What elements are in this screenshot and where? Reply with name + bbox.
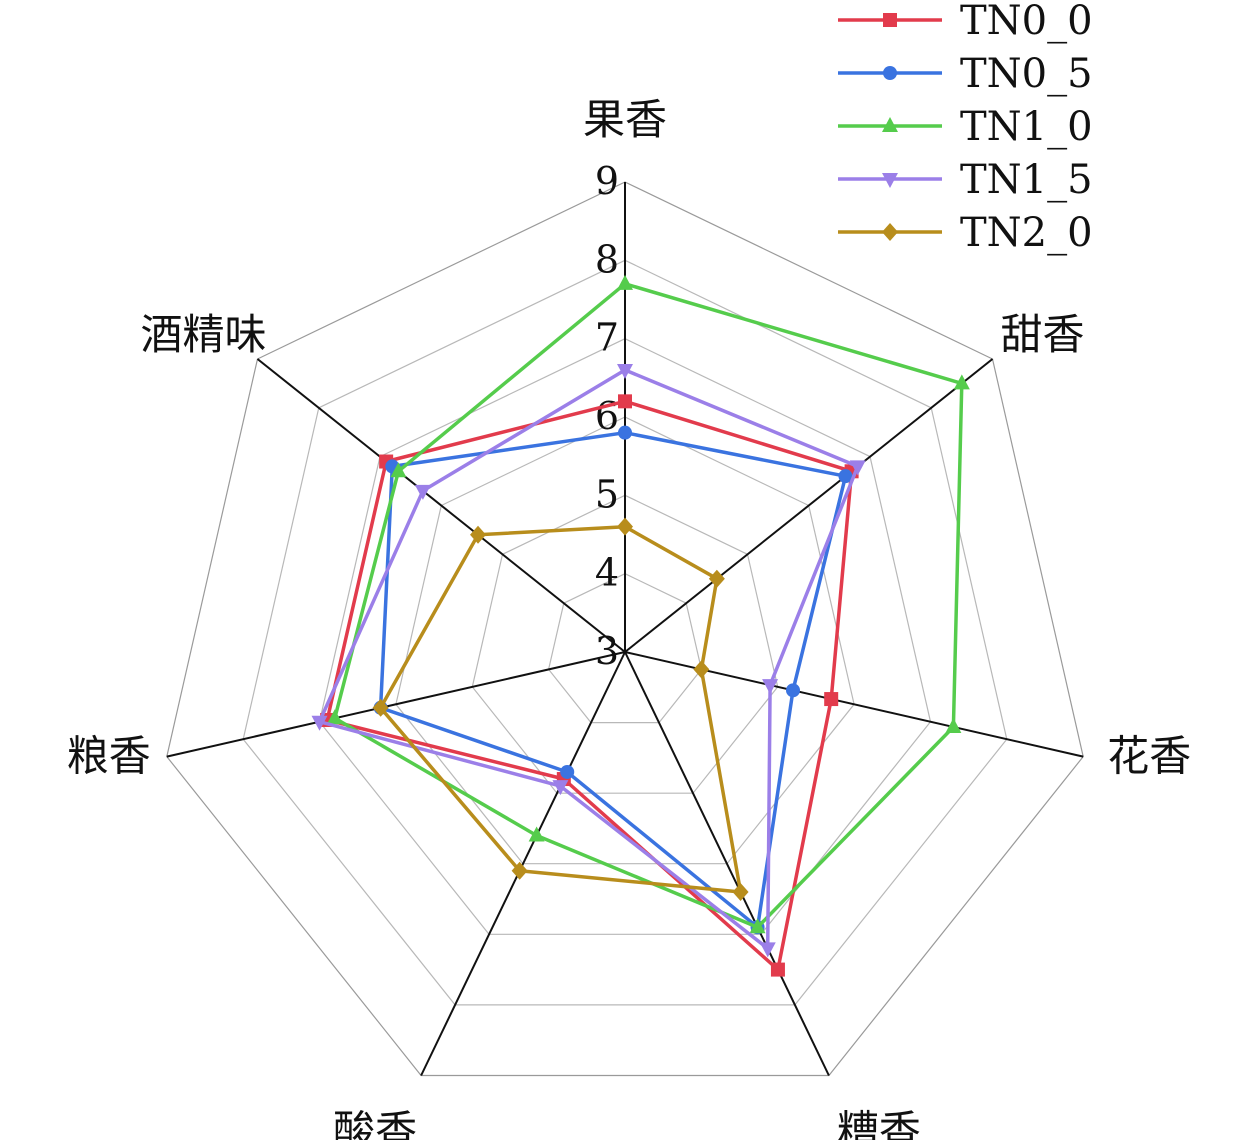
data-point-tn1-0-4 <box>528 826 545 842</box>
data-point-tn1-5-2 <box>762 679 779 695</box>
data-point-tn1-0-3 <box>749 918 766 934</box>
grid-ring-9 <box>166 181 1084 1077</box>
tick-label-5: 5 <box>595 472 619 516</box>
axis-label-6: 酒精味 <box>140 310 266 359</box>
data-point-tn1-5-4 <box>552 780 569 796</box>
data-point-tn0-0-3 <box>770 962 785 977</box>
axis-spoke-3 <box>624 651 830 1076</box>
legend-item-tn0-0: TN0_0 <box>838 0 1093 44</box>
data-point-tn0-5-0 <box>618 425 632 440</box>
series-line-tn1-5 <box>317 368 860 951</box>
legend-item-tn1-0: TN1_0 <box>838 104 1093 150</box>
tick-labels: 3 4 5 6 7 8 9 <box>595 159 619 673</box>
data-point-tn2-0-5 <box>372 698 389 717</box>
data-point-tn1-5-6 <box>414 484 431 500</box>
data-point-tn1-0-0 <box>617 274 633 290</box>
data-point-tn1-5-5 <box>311 715 328 731</box>
legend-label-tn2-0: TN2_0 <box>960 210 1093 256</box>
axis-layer <box>166 182 1084 1076</box>
grid-ring-4 <box>547 573 703 724</box>
legend-item-tn1-5: TN1_5 <box>838 157 1093 203</box>
axis-spoke-4 <box>420 651 626 1076</box>
axis-spoke-1 <box>624 358 994 653</box>
grid-layer <box>166 181 1084 1077</box>
series-tn1-5 <box>311 364 866 958</box>
legend-label-tn1-0: TN1_0 <box>960 104 1093 150</box>
data-point-tn1-0-5 <box>326 709 343 725</box>
legend-marker-tn2-0 <box>882 223 898 241</box>
data-point-tn2-0-4 <box>511 861 528 880</box>
legend-item-tn2-0: TN2_0 <box>838 210 1093 256</box>
axis-spoke-5 <box>166 651 626 758</box>
legend-item-tn0-5: TN0_5 <box>838 51 1093 97</box>
tick-label-9: 9 <box>595 159 619 203</box>
axis-spoke-2 <box>624 651 1084 758</box>
legend-marker-tn1-5 <box>882 173 898 188</box>
axis-label-3: 糟香 <box>837 1107 921 1140</box>
series-tn2-0 <box>372 517 749 901</box>
legend-marker-tn0-5 <box>883 66 897 80</box>
data-point-tn2-0-6 <box>470 525 487 544</box>
data-point-tn1-5-1 <box>849 460 866 476</box>
legend-label-tn0-0: TN0_0 <box>960 0 1093 44</box>
axis-label-2: 花香 <box>1107 732 1191 781</box>
data-point-tn2-0-0 <box>617 517 633 536</box>
legend-label-tn1-5: TN1_5 <box>960 157 1093 203</box>
grid-ring-8 <box>242 259 1008 1006</box>
tick-label-3: 3 <box>595 629 619 673</box>
data-point-tn1-0-1 <box>953 374 970 390</box>
tick-label-7: 7 <box>595 316 619 360</box>
grid-ring-6 <box>395 416 855 865</box>
data-point-tn0-5-1 <box>838 469 853 484</box>
legend-marker-tn1-0 <box>882 117 898 132</box>
data-point-tn2-0-1 <box>708 569 725 588</box>
axis-label-4: 酸香 <box>333 1107 417 1140</box>
axis-label-0: 果香 <box>583 95 667 144</box>
axis-spoke-6 <box>256 358 626 653</box>
data-point-tn1-0-6 <box>390 462 407 478</box>
data-point-tn0-0-2 <box>824 692 839 707</box>
tick-label-8: 8 <box>595 237 619 281</box>
series-layer <box>311 274 970 977</box>
data-point-tn0-5-4 <box>560 764 575 779</box>
axis-label-5: 粮香 <box>67 732 151 781</box>
grid-ring-5 <box>471 494 779 794</box>
axis-label-1: 甜香 <box>1000 310 1084 359</box>
data-point-tn1-5-0 <box>617 364 633 379</box>
data-point-tn1-5-3 <box>759 942 776 958</box>
data-point-tn2-0-3 <box>732 882 749 901</box>
legend: TN0_0 TN0_5 TN1_0 TN1_5 TN2_0 <box>838 0 1093 256</box>
data-point-tn1-0-2 <box>945 717 962 733</box>
tick-label-4: 4 <box>595 551 619 595</box>
data-point-tn2-0-2 <box>693 660 710 679</box>
series-tn1-0 <box>326 274 970 934</box>
data-point-tn0-0-0 <box>618 394 632 409</box>
tick-label-6: 6 <box>595 394 619 438</box>
data-point-tn0-5-2 <box>786 683 801 698</box>
legend-label-tn0-5: TN0_5 <box>960 51 1093 97</box>
series-line-tn2-0 <box>378 524 743 894</box>
legend-marker-tn0-0 <box>883 13 897 27</box>
grid-ring-7 <box>318 338 932 935</box>
